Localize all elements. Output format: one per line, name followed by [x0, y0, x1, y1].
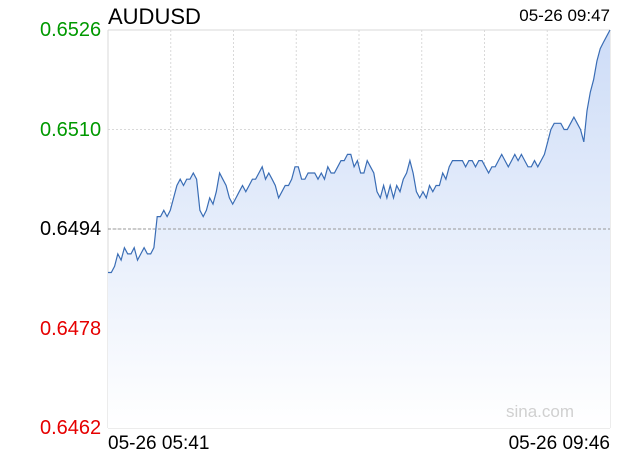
y-tick-label: 0.6462: [40, 417, 102, 439]
watermark: sina.com: [506, 402, 575, 421]
y-tick-label: 0.6494: [40, 218, 102, 240]
y-tick-label: 0.6478: [40, 317, 102, 340]
y-tick-label: 0.6510: [40, 118, 102, 141]
y-tick-label: 0.6526: [40, 19, 102, 41]
x-tick-label: 05-26 05:41: [108, 433, 210, 454]
price-line: [108, 29, 611, 274]
x-tick-label: 05-26 09:46: [508, 433, 610, 454]
symbol-title: AUDUSD: [108, 4, 201, 29]
quote-timestamp: 05-26 09:47: [519, 6, 610, 25]
